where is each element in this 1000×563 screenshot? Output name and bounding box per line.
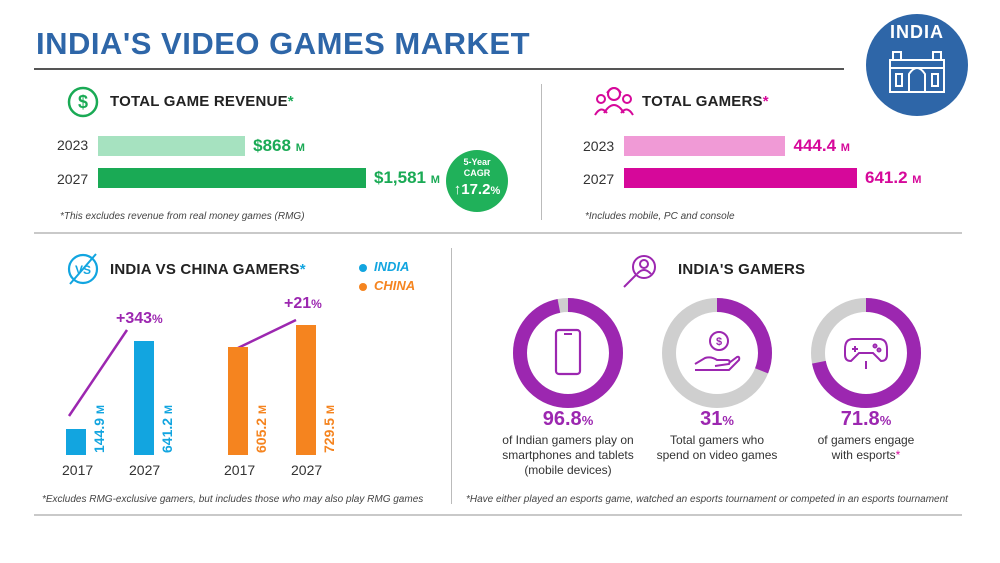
gamers-bar-2027 — [624, 168, 857, 188]
india-growth-line — [67, 329, 129, 417]
india-badge — [866, 14, 968, 116]
smartphone-icon — [554, 328, 582, 376]
divider-bottom-rule — [34, 514, 962, 516]
svg-text:$: $ — [78, 92, 88, 112]
gamers-value-2027: 641.2 M — [865, 168, 922, 187]
spend-percent: 31% — [700, 408, 734, 430]
cagr-badge: 5-Year CAGR ↑17.2% — [446, 150, 508, 212]
india-bar-2017 — [66, 429, 86, 455]
revenue-title: TOTAL GAME REVENUE* — [110, 93, 294, 110]
esports-description: of gamers engage with esports* — [817, 433, 915, 462]
badge-label: INDIA — [890, 22, 944, 42]
spend-description: Total gamers who spend on video games — [656, 433, 778, 462]
divider-middle — [34, 232, 962, 234]
revenue-bar-2027 — [98, 168, 366, 188]
china-bar-2027 — [296, 325, 316, 455]
donut-mobile — [513, 298, 623, 408]
gamers-year-2023: 2023 — [583, 138, 615, 154]
dollar-circle-icon: $ — [67, 86, 99, 118]
gamers-bar-2023 — [624, 136, 786, 156]
vs-note: *Excludes RMG-exclusive gamers, but incl… — [42, 494, 424, 505]
legend-china-swatch — [359, 283, 367, 291]
india-gamers-note: *Have either played an esports game, wat… — [466, 494, 948, 505]
india-value-2027: 641.2 M — [159, 404, 175, 453]
revenue-value-2023: $868 M — [253, 136, 305, 155]
gamer-search-icon — [623, 255, 656, 288]
hand-money-icon: $ — [694, 331, 741, 371]
donut-spend — [662, 298, 772, 408]
india-year-2017: 2017 — [62, 462, 94, 478]
svg-text:VS: VS — [75, 263, 91, 277]
svg-text:$: $ — [716, 336, 722, 348]
china-value-2027: 729.5 M — [321, 404, 337, 453]
china-growth-label: +21% — [284, 295, 322, 312]
china-year-2017: 2017 — [224, 462, 256, 478]
vs-icon: VS — [67, 253, 99, 285]
china-value-2017: 605.2 M — [253, 404, 269, 453]
india-growth-label: +343% — [116, 310, 163, 327]
page-title: INDIA'S VIDEO GAMES MARKET — [36, 26, 531, 61]
china-year-2027: 2027 — [291, 462, 323, 478]
mobile-description: of Indian gamers play on smartphones and … — [502, 433, 634, 477]
cagr-label-2: CAGR — [463, 168, 491, 178]
revenue-year-2027: 2027 — [57, 171, 89, 187]
donut-esports — [811, 298, 921, 408]
legend-india-label: INDIA — [374, 259, 410, 274]
gamers-year-2027: 2027 — [583, 171, 615, 187]
cagr-label-1: 5-Year — [463, 157, 491, 167]
title-rule — [34, 68, 844, 70]
revenue-note: *This excludes revenue from real money g… — [60, 211, 305, 222]
revenue-value-2027: $1,581 M — [374, 168, 440, 187]
china-bar-2017 — [228, 347, 248, 455]
revenue-bar-2023 — [98, 136, 246, 156]
esports-percent: 71.8% — [840, 408, 892, 430]
legend-india-swatch — [359, 264, 367, 272]
gateway-of-india-icon — [889, 51, 945, 93]
revenue-year-2023: 2023 — [57, 137, 89, 153]
china-growth-line — [237, 318, 297, 350]
vs-title: INDIA VS CHINA GAMERS* — [110, 261, 306, 278]
gamepad-icon — [844, 338, 888, 369]
mobile-percent: 96.8% — [542, 408, 594, 430]
cagr-value: 17.2 — [461, 181, 491, 198]
gamers-value-2023: 444.4 M — [793, 136, 850, 155]
cagr-arrow-icon: ↑ — [453, 181, 462, 198]
vs-chart — [67, 318, 297, 417]
india-value-2017: 144.9 M — [91, 404, 107, 453]
gamers-title: TOTAL GAMERS* — [642, 93, 769, 110]
divider-bottom — [451, 248, 452, 504]
india-bar-2027 — [134, 340, 154, 455]
india-year-2027: 2027 — [129, 462, 161, 478]
india-gamers-title: INDIA'S GAMERS — [678, 261, 806, 278]
gamers-group-icon — [594, 87, 634, 116]
legend-china-label: CHINA — [374, 278, 416, 293]
gamers-note: *Includes mobile, PC and console — [585, 211, 735, 222]
divider-top — [541, 84, 542, 220]
